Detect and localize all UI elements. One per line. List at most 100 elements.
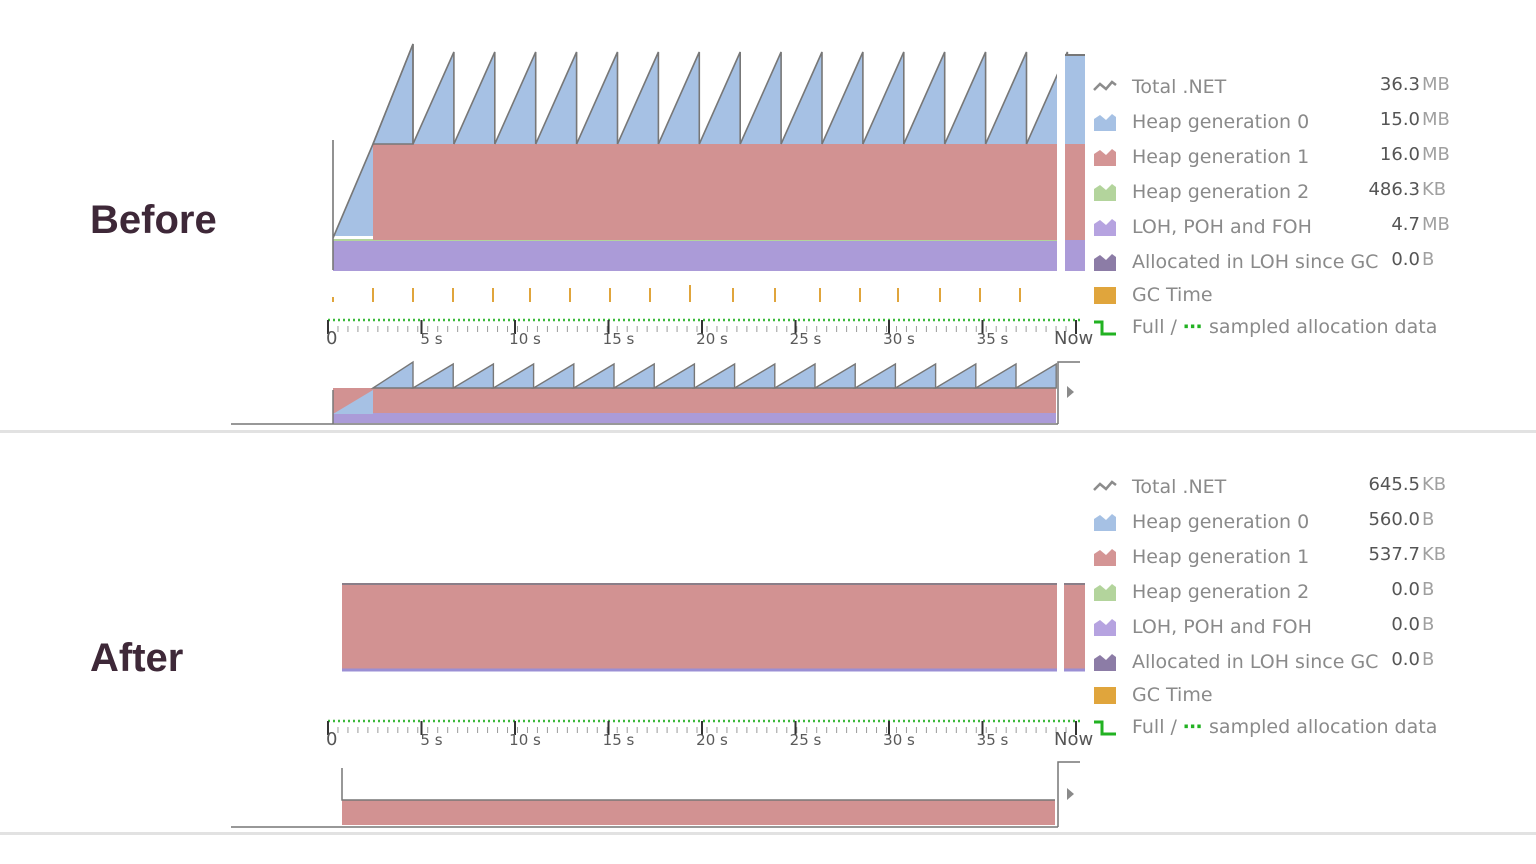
legend-item-heap-gen0[interactable]: Heap generation 0 560.0 B [1092,507,1462,537]
heap-gen2-icon [1092,181,1118,203]
legend-unit: B [1422,509,1435,530]
axis-tick-label: 20 s [696,330,728,348]
legend-label: Total .NET [1132,76,1227,98]
section-label-after: After [90,636,184,680]
memory-chart-before: 0 5 s 10 s 15 s 20 s 25 s 30 s 35 s Now [231,40,1093,425]
overview-gen0 [370,360,414,389]
axis-tick-label: 25 s [790,731,822,749]
axis-tick-label: 0 [326,328,337,349]
legend-label: Heap generation 2 [1132,181,1310,203]
legend-item-heap-gen2[interactable]: Heap generation 2 486.3 KB [1092,177,1462,207]
allocated-loh-icon [1092,251,1118,273]
axis-tick-label: 25 s [790,330,822,348]
legend-label: Heap generation 2 [1132,581,1310,603]
now-gen1 [1065,144,1085,240]
legend-unit: KB [1422,179,1447,200]
overview-gen0 [490,362,535,389]
overview-loh [333,413,1056,423]
total-net-icon [1092,476,1118,498]
overview-bracket [1057,761,1080,827]
legend-label: Heap generation 1 [1132,546,1310,568]
legend-value: 560.0 [1368,509,1420,530]
total-net-line [739,51,782,145]
legend-label: LOH, POH and FOH [1132,216,1312,238]
overview-gen0 [933,362,977,389]
legend-label: Heap generation 0 [1132,511,1310,533]
overview-gen0 [571,362,615,389]
gc-time-icon [1092,684,1118,706]
legend-label: GC Time [1132,684,1213,706]
axis-tick-label: 30 s [883,330,915,348]
legend-label: Heap generation 0 [1132,111,1310,133]
loh-poh-foh-icon [1092,216,1118,238]
legend-item-total-net[interactable]: Total .NET 36.3 MB [1092,72,1462,102]
total-net-line [657,51,701,145]
overview-gen0 [973,362,1017,389]
overview-expand-arrow-icon[interactable] [1067,386,1074,398]
legend-label: GC Time [1132,284,1213,306]
overview-total-line [341,768,1055,801]
overview-gen0 [531,362,575,389]
legend-value: 486.3 [1368,179,1420,200]
before-panel: Before 0 5 s 10 s 15 s 20 s 25 s 30 s 35 s Now T… [0,0,1536,430]
overview-gen0 [852,362,897,389]
legend-item-allocated-loh[interactable]: Allocated in LOH since GC 0.0 B [1092,647,1462,677]
after-panel: After 0 5 s 10 s 15 s 20 s 25 s 30 s 35 s Now To… [0,432,1536,862]
legend-value: 0.0 [1391,649,1420,670]
legend-item-full-sampled[interactable]: Full / ⋯ sampled allocation data [1092,312,1462,342]
overview-gen0 [1013,362,1057,389]
now-gen1 [1064,584,1085,670]
overview-expand-arrow-icon[interactable] [1067,788,1074,800]
total-net-line [453,51,496,145]
legend-label: Heap generation 1 [1132,146,1310,168]
legend-item-loh-poh-foh[interactable]: LOH, POH and FOH 4.7 MB [1092,212,1462,242]
legend-value: 15.0 [1379,109,1420,130]
legend-value: 16.0 [1379,144,1420,165]
gen1-band [373,144,1057,240]
heap-gen1-icon [1092,546,1118,568]
legend-label: Allocated in LOH since GC [1132,251,1379,273]
now-loh [1065,240,1085,271]
legend-item-gc-time[interactable]: GC Time [1092,280,1462,310]
legend-item-heap-gen2[interactable]: Heap generation 2 0.0 B [1092,577,1462,607]
total-net-line [698,51,742,145]
legend-item-total-net[interactable]: Total .NET 645.5 KB [1092,472,1462,502]
axis-tick-label: 0 [326,729,337,750]
legend-item-allocated-loh[interactable]: Allocated in LOH since GC 0.0 B [1092,247,1462,277]
now-gap [1057,40,1065,275]
panel-divider-bottom [0,832,1536,835]
total-net-line [412,51,455,145]
legend-unit: B [1422,649,1435,670]
overview-gen0 [651,362,696,389]
legend-value: 537.7 [1368,544,1420,565]
legend-label: Full / ⋯ sampled allocation data [1132,316,1438,338]
total-net-line [780,51,823,145]
legend-item-heap-gen1[interactable]: Heap generation 1 537.7 KB [1092,542,1462,572]
overview-gen0 [691,362,736,389]
axis-tick-label: Now [1054,729,1093,750]
axis-tick-label: 35 s [977,731,1009,749]
legend-value: 4.7 [1391,214,1420,235]
overview-gen0 [892,362,937,389]
legend-item-heap-gen1[interactable]: Heap generation 1 16.0 MB [1092,142,1462,172]
legend-item-full-sampled[interactable]: Full / ⋯ sampled allocation data [1092,712,1462,742]
axis-tick-label: 15 s [603,731,635,749]
legend-value: 645.5 [1368,474,1420,495]
legend-item-gc-time[interactable]: GC Time [1092,680,1462,710]
legend-unit: MB [1422,109,1450,130]
axis-tick-label: 30 s [883,731,915,749]
legend-unit: MB [1422,214,1450,235]
heap-gen0-icon [1092,111,1118,133]
total-net-line [332,43,414,270]
total-net-line [821,51,864,145]
legend-label: Allocated in LOH since GC [1132,651,1379,673]
axis-tick-label: 35 s [977,330,1009,348]
legend-item-loh-poh-foh[interactable]: LOH, POH and FOH 0.0 B [1092,612,1462,642]
full-sampled-icon [1092,316,1118,338]
legend-item-heap-gen0[interactable]: Heap generation 0 15.0 MB [1092,107,1462,137]
axis-tick-label: 5 s [420,731,442,749]
legend-value: 36.3 [1379,74,1420,95]
total-net-icon [1092,76,1118,98]
axis-tick-label: 10 s [509,731,541,749]
legend-unit: B [1422,249,1435,270]
